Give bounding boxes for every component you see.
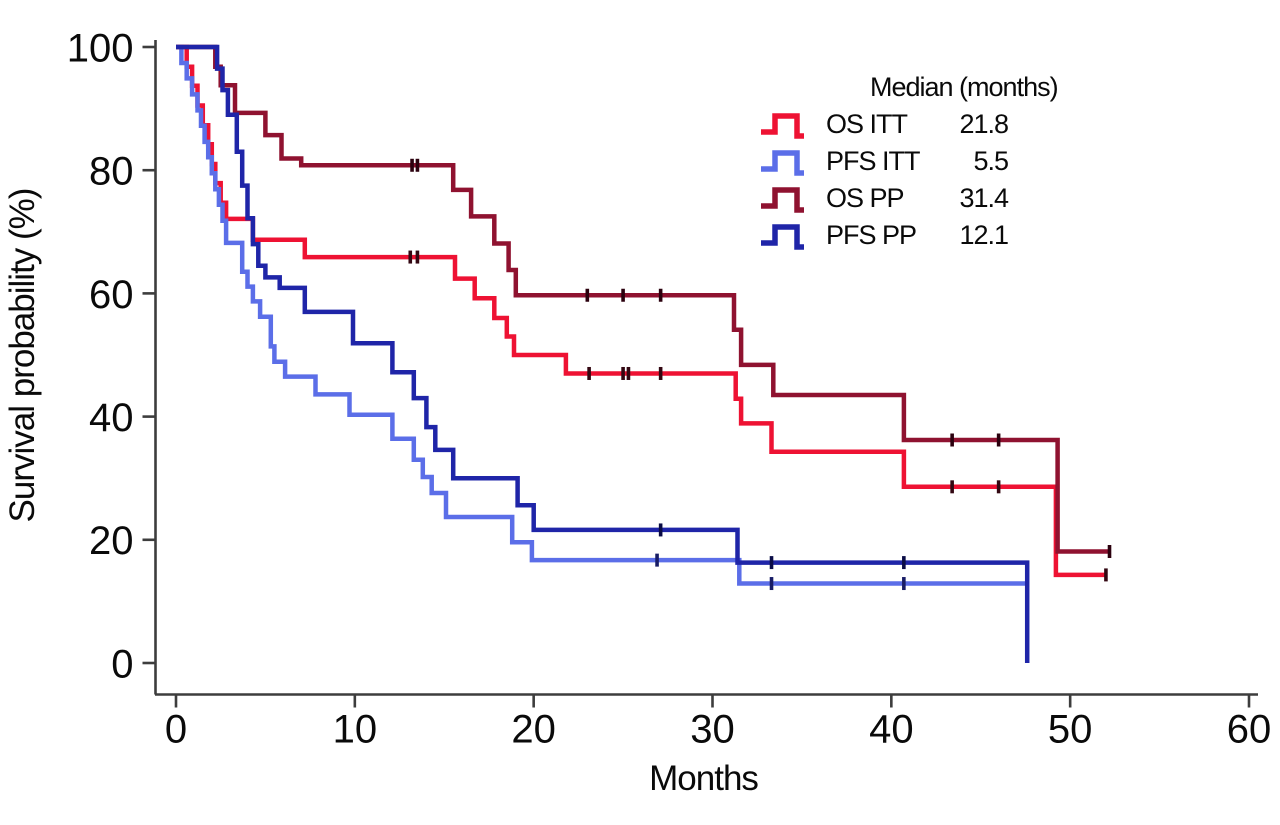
legend-item-os-itt: OS ITT 21.8 <box>752 106 1009 143</box>
legend-title: Median (months) <box>870 72 1059 102</box>
x-tick-label: 20 <box>511 708 556 752</box>
axes: 0 20 40 60 80 100 0 10 20 30 40 50 60 Survival probab… <box>3 26 1271 798</box>
legend-rows: OS ITT 21.8 PFS ITT 5.5 OS PP 31.4 PFS P… <box>752 106 1102 254</box>
legend-label: OS PP <box>826 183 905 213</box>
curve-pfs-pp <box>176 44 1030 663</box>
legend-item-os-pp: OS PP 31.4 <box>752 180 1009 217</box>
y-tick-label: 40 <box>89 396 134 440</box>
x-tick-label: 40 <box>869 708 914 752</box>
y-tick-label: 80 <box>89 150 134 194</box>
x-tick-label: 0 <box>165 708 187 752</box>
y-axis-title: Survival probability (%) <box>3 189 42 523</box>
y-tick-label: 100 <box>67 26 134 70</box>
km-step-icon <box>761 223 804 250</box>
curve-pfs-itt <box>176 44 1028 586</box>
y-tick-label: 20 <box>89 519 134 563</box>
km-step-icon <box>761 112 804 139</box>
x-tick-label: 10 <box>333 708 378 752</box>
legend-item-pfs-itt: PFS ITT 5.5 <box>752 143 1009 180</box>
legend-label: PFS PP <box>826 220 917 250</box>
legend-median-value: 5.5 <box>973 146 1009 176</box>
legend-median-value: 21.8 <box>959 109 1009 139</box>
y-tick-label: 60 <box>89 273 134 317</box>
x-axis-title: Months <box>649 759 758 798</box>
legend-label: PFS ITT <box>826 146 921 176</box>
censor-marks-pfs-pp <box>658 523 906 570</box>
legend: Median (months) OS ITT 21.8 PFS ITT 5.5 … <box>752 72 1102 254</box>
x-tick-label: 50 <box>1048 708 1093 752</box>
censor-marks-os-itt <box>408 250 1108 582</box>
km-step-icon <box>761 149 804 176</box>
curve-os-pp <box>176 44 1110 554</box>
legend-label: OS ITT <box>826 109 908 139</box>
legend-median-value: 31.4 <box>959 183 1009 213</box>
y-tick-label: 0 <box>111 642 133 686</box>
censor-marks-pfs-itt <box>655 553 906 591</box>
x-tick-label: 60 <box>1227 708 1272 752</box>
legend-median-value: 12.1 <box>959 220 1009 250</box>
censor-marks-os-pp <box>410 158 1112 559</box>
x-tick-label: 30 <box>690 708 735 752</box>
km-step-icon <box>761 186 804 213</box>
legend-item-pfs-pp: PFS PP 12.1 <box>752 217 1009 254</box>
